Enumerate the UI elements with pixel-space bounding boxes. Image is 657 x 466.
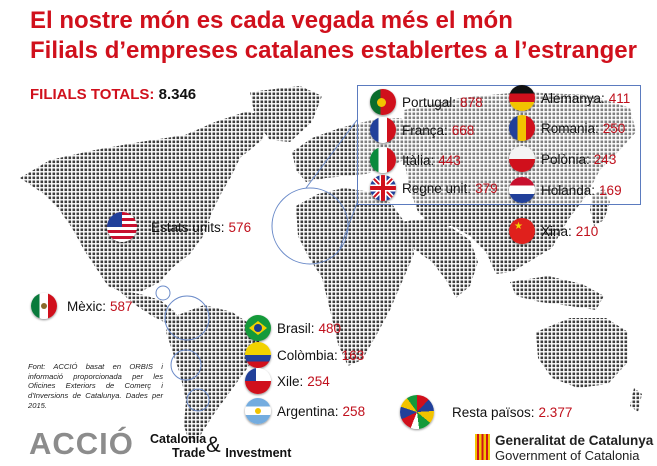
country-name: Argentina: — [277, 403, 339, 419]
france-flag-icon — [370, 117, 396, 143]
country-rest: Resta països: 2.377 — [400, 395, 572, 429]
cti-line-1: Catalonia — [150, 432, 207, 446]
country-netherlands: Holanda: 169 — [509, 177, 622, 203]
country-name: Portugal: — [402, 94, 457, 110]
romania-flag-icon — [509, 115, 535, 141]
country-name: Xile: — [277, 373, 304, 389]
country-poland: Polònia: 243 — [509, 146, 616, 172]
country-name: Mèxic: — [67, 298, 107, 314]
totals-label: FILIALS TOTALS: — [30, 86, 155, 103]
country-united-kingdom: Regne unit: 379 — [370, 175, 498, 201]
country-name: Polònia: — [541, 151, 590, 167]
colombia-flag-icon — [245, 342, 271, 368]
argentina-flag-icon — [245, 398, 271, 424]
source-note: Font: ACCIÓ basat en ORBIS i informació … — [28, 362, 163, 410]
chile-flag-icon — [245, 368, 271, 394]
title-line-2: Filials d’empreses catalanes establertes… — [30, 37, 637, 64]
greenland-shape — [250, 86, 322, 142]
generalitat-name: Generalitat de Catalunya — [495, 433, 654, 448]
south-america-highlight-circle — [164, 295, 210, 341]
catalonia-trade-investment-logo: Catalonia Trade Investment & — [150, 432, 291, 460]
brazil-flag-icon — [245, 315, 271, 341]
country-value: 379 — [475, 180, 498, 196]
new-zealand-shape — [630, 388, 642, 412]
country-name: Alemanya: — [541, 90, 605, 106]
europe-connector-lines — [305, 119, 358, 249]
cti-line-3: Investment — [225, 446, 292, 460]
germany-flag-icon — [509, 85, 535, 111]
country-france: França: 668 — [370, 117, 474, 143]
country-name: Estats units: — [151, 219, 225, 235]
portugal-flag-icon — [370, 89, 396, 115]
central-america-shape — [118, 290, 182, 326]
country-germany: Alemanya: 411 — [509, 85, 630, 111]
southeast-asia-shape — [510, 276, 604, 310]
usa-flag-icon — [107, 212, 137, 242]
country-brazil: Brasil: 480 — [245, 315, 341, 341]
africa-shape — [296, 188, 414, 366]
country-value: 243 — [593, 151, 617, 167]
country-name: França: — [402, 122, 448, 138]
cti-line-2: Trade — [172, 446, 206, 460]
country-name: Brasil: — [277, 320, 315, 336]
south-asia-shape — [400, 218, 478, 298]
country-value: 576 — [228, 219, 252, 235]
country-name: Itàlia: — [402, 152, 435, 168]
country-name: Holanda: — [541, 182, 596, 198]
world-flags-icon — [400, 395, 434, 429]
country-name: Xina: — [541, 223, 572, 239]
country-name: Regne unit: — [402, 180, 472, 196]
europe-inset-box — [357, 85, 641, 205]
country-value: 250 — [602, 120, 626, 136]
north-america-shape — [20, 112, 268, 292]
totals-value: 8.346 — [158, 86, 197, 103]
country-portugal: Portugal: 878 — [370, 89, 483, 115]
uk-flag-icon — [370, 175, 396, 201]
country-value: 210 — [575, 223, 599, 239]
netherlands-flag-icon — [509, 177, 535, 203]
filials-totals: FILIALS TOTALS: 8.346 — [30, 86, 196, 103]
country-value: 258 — [342, 403, 366, 419]
country-value: 254 — [307, 373, 330, 389]
accio-logo: ACCIÓ — [29, 426, 134, 461]
country-value: 878 — [460, 94, 483, 110]
italy-flag-icon — [370, 147, 396, 173]
country-value: 169 — [599, 182, 622, 198]
country-china: ★ Xina: 210 — [509, 218, 598, 244]
country-argentina: Argentina: 258 — [245, 398, 365, 424]
country-value: 163 — [341, 347, 365, 363]
country-value: 411 — [608, 90, 631, 106]
poland-flag-icon — [509, 146, 535, 172]
mexico-highlight-circle — [155, 285, 171, 301]
argentina-highlight-circle — [186, 388, 210, 412]
country-colombia: Colòmbia: 163 — [245, 342, 364, 368]
cti-ampersand: & — [206, 432, 221, 457]
chile-highlight-circle — [170, 349, 202, 381]
title-line-1: El nostre món es cada vegada més el món — [30, 7, 513, 34]
japan-shape — [590, 188, 610, 226]
country-name: Resta països: — [452, 404, 535, 420]
senyera-icon — [475, 434, 490, 460]
country-name: Colòmbia: — [277, 347, 338, 363]
country-value: 480 — [318, 320, 342, 336]
mexico-flag-icon — [31, 293, 57, 319]
australia-shape — [536, 318, 628, 388]
country-mexico: Mèxic: 587 — [31, 293, 133, 319]
country-chile: Xile: 254 — [245, 368, 330, 394]
generalitat-english-name: Government of Catalonia — [495, 448, 640, 463]
country-usa: Estats units: 576 — [107, 212, 251, 242]
country-value: 587 — [110, 298, 133, 314]
china-flag-icon: ★ — [509, 218, 535, 244]
country-value: 2.377 — [538, 404, 573, 420]
country-value: 443 — [438, 152, 461, 168]
country-romania: Romania: 250 — [509, 115, 625, 141]
country-italy: Itàlia: 443 — [370, 147, 461, 173]
country-value: 668 — [451, 122, 475, 138]
country-name: Romania: — [541, 120, 599, 136]
